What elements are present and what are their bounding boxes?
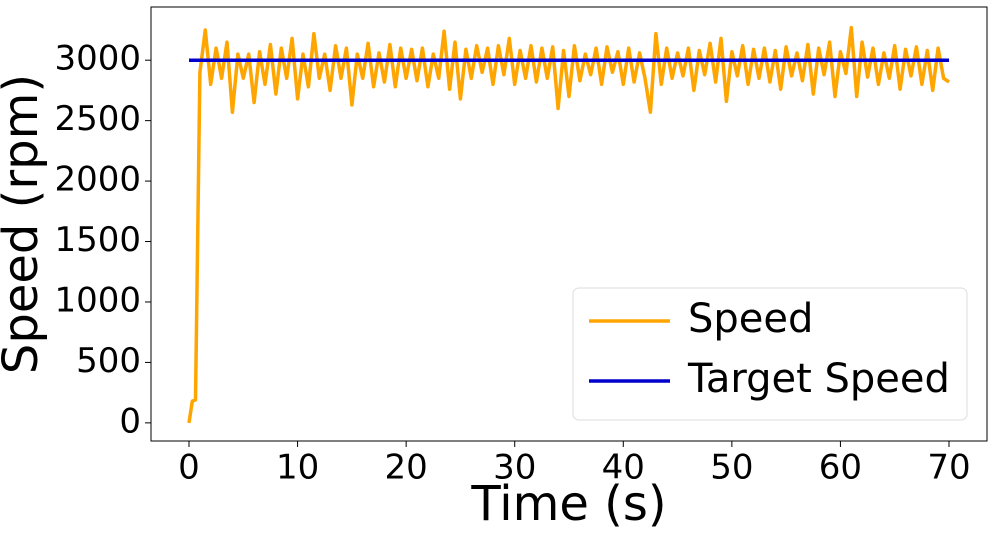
x-axis-label: Time (s) [470,476,666,532]
legend-label: Target Speed [687,356,950,402]
x-tick-label: 50 [710,448,753,488]
x-tick-label: 20 [385,448,428,488]
x-tick-label: 40 [602,448,645,488]
y-tick-label: 2000 [54,160,141,200]
x-tick-label: 60 [819,448,862,488]
y-tick-label: 3000 [54,39,141,79]
y-tick-label: 1500 [54,220,141,260]
y-axis-label: Speed (rpm) [0,74,49,374]
y-tick-label: 1000 [54,280,141,320]
plot-frame [150,6,988,442]
y-tick-label: 500 [76,341,141,381]
y-tick-label: 2500 [54,99,141,139]
x-tick-label: 0 [178,448,200,488]
y-tick-label: 0 [119,401,141,441]
x-tick-label: 70 [927,448,970,488]
x-tick-label: 10 [276,448,319,488]
legend-label: Speed [688,296,813,342]
x-tick-label: 30 [493,448,536,488]
legend-box [572,287,968,421]
